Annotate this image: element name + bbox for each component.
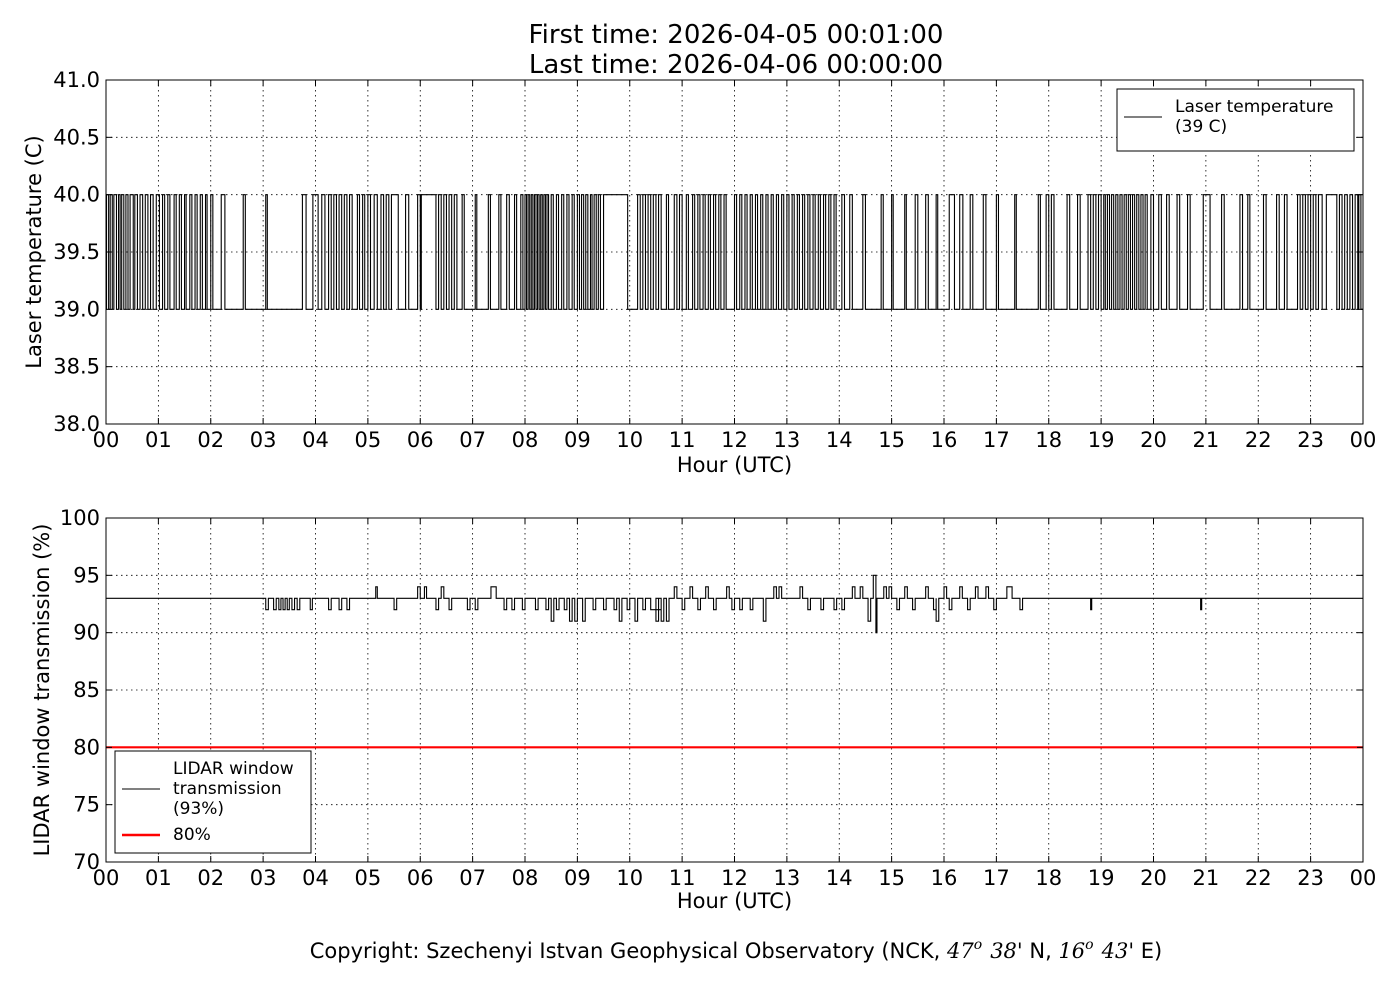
top-x-tick-label: 15 xyxy=(878,428,905,452)
top-y-tick-label: 40.5 xyxy=(53,125,100,149)
bottom-legend: LIDAR window transmission (93%) 80% xyxy=(114,750,312,854)
copyright-lon-deg: 16 xyxy=(1058,939,1085,963)
bottom-x-tick-label: 10 xyxy=(616,866,643,890)
lidar-transmission-chart: 00 01 02 03 04 05 06 07 08 09 10 11 12 13 14 15 16 17 18 19… xyxy=(30,506,1376,913)
bottom-y-tick-label: 80 xyxy=(73,735,100,759)
bottom-x-tick-label: 19 xyxy=(1088,866,1115,890)
copyright-lat-hemi: N, xyxy=(1023,939,1059,963)
copyright-lat-min: 38' xyxy=(990,939,1023,963)
top-x-tick-label: 23 xyxy=(1297,428,1324,452)
top-x-tick-label: 11 xyxy=(669,428,696,452)
top-legend-box xyxy=(1116,88,1355,152)
bottom-x-tick-label: 11 xyxy=(669,866,696,890)
top-x-tick-label: 20 xyxy=(1140,428,1167,452)
top-legend-label-0: Laser temperature (39 C) xyxy=(1175,97,1333,137)
top-x-axis-label: Hour (UTC) xyxy=(677,453,792,477)
top-y-tick-label: 38.5 xyxy=(53,355,100,379)
bottom-x-tick-label: 04 xyxy=(302,866,329,890)
top-x-tick-label: 08 xyxy=(512,428,539,452)
top-x-tick-label: 17 xyxy=(983,428,1010,452)
top-x-tick-label: 00 xyxy=(93,428,120,452)
bottom-x-tick-label: 01 xyxy=(145,866,172,890)
bottom-x-tick-label: 22 xyxy=(1245,866,1272,890)
bottom-x-tick-label: 18 xyxy=(1035,866,1062,890)
bottom-x-tick-label: 12 xyxy=(721,866,748,890)
bottom-x-tick-label: 05 xyxy=(355,866,382,890)
bottom-x-tick-label: 07 xyxy=(459,866,486,890)
top-y-tick-label: 39.5 xyxy=(53,240,100,264)
top-x-tick-label: 06 xyxy=(407,428,434,452)
top-legend: Laser temperature (39 C) xyxy=(1116,88,1355,152)
bottom-legend-label-1: 80% xyxy=(173,825,211,845)
bottom-x-tick-label: 14 xyxy=(826,866,853,890)
bottom-x-tick-label: 20 xyxy=(1140,866,1167,890)
bottom-x-tick-label: 23 xyxy=(1297,866,1324,890)
bottom-y-tick-label: 70 xyxy=(73,850,100,874)
top-x-tick-label: 22 xyxy=(1245,428,1272,452)
top-x-tick-label: 16 xyxy=(931,428,958,452)
top-x-tick-label: 07 xyxy=(459,428,486,452)
bottom-x-tick-label: 16 xyxy=(931,866,958,890)
top-x-tick-label: 02 xyxy=(197,428,224,452)
top-x-tick-label: 18 xyxy=(1035,428,1062,452)
bottom-x-tick-label: 17 xyxy=(983,866,1010,890)
bottom-x-tick-label: 00 xyxy=(1350,866,1377,890)
bottom-x-tick-label: 02 xyxy=(197,866,224,890)
copyright-lat-deg-sup: o xyxy=(974,937,982,953)
top-x-tick-label: 01 xyxy=(145,428,172,452)
copyright-lon-hemi: E) xyxy=(1134,939,1162,963)
figure-title-line1: First time: 2026-04-05 00:01:00 xyxy=(529,20,944,50)
bottom-y-tick-label: 100 xyxy=(60,506,100,530)
top-x-tick-label: 12 xyxy=(721,428,748,452)
bottom-y-tick-label: 95 xyxy=(73,563,100,587)
top-x-tick-label: 10 xyxy=(616,428,643,452)
bottom-x-tick-label: 09 xyxy=(564,866,591,890)
bottom-legend-label-0: LIDAR window transmission (93%) xyxy=(173,759,294,819)
copyright-lon-deg-sup: o xyxy=(1085,937,1093,953)
top-series-line-0 xyxy=(105,194,1363,310)
top-x-tick-label: 04 xyxy=(302,428,329,452)
bottom-x-tick-label: 06 xyxy=(407,866,434,890)
top-y-tick-label: 38.0 xyxy=(53,412,100,436)
figure-title-line2: Last time: 2026-04-06 00:00:00 xyxy=(529,50,943,80)
bottom-y-tick-label: 90 xyxy=(73,621,100,645)
bottom-y-tick-label: 85 xyxy=(73,678,100,702)
top-x-tick-label: 13 xyxy=(774,428,801,452)
top-x-tick-label: 14 xyxy=(826,428,853,452)
bottom-series-line-0 xyxy=(106,574,1363,634)
bottom-x-tick-label: 13 xyxy=(774,866,801,890)
bottom-x-tick-label: 03 xyxy=(250,866,277,890)
top-x-tick-label: 00 xyxy=(1350,428,1377,452)
copyright-text: Copyright: Szechenyi Istvan Geophysical … xyxy=(310,937,1163,963)
laser-temperature-chart: 00 01 02 03 04 05 06 07 08 09 10 11 12 13 14 15 16 17 18 19… xyxy=(22,68,1376,477)
bottom-x-tick-label: 00 xyxy=(93,866,120,890)
top-x-tick-label: 05 xyxy=(355,428,382,452)
top-x-tick-label: 03 xyxy=(250,428,277,452)
copyright-prefix: Copyright: Szechenyi Istvan Geophysical … xyxy=(310,939,947,963)
top-y-tick-label: 39.0 xyxy=(53,297,100,321)
copyright-lat-deg: 47 xyxy=(946,939,974,963)
copyright-lon-min: 43' xyxy=(1101,939,1135,963)
bottom-x-axis-label: Hour (UTC) xyxy=(677,889,792,913)
top-x-tick-label: 09 xyxy=(564,428,591,452)
bottom-x-tick-label: 21 xyxy=(1193,866,1220,890)
top-x-tick-label: 19 xyxy=(1088,428,1115,452)
top-y-tick-label: 41.0 xyxy=(53,68,100,92)
top-x-tick-label: 21 xyxy=(1193,428,1220,452)
top-y-tick-label: 40.0 xyxy=(53,183,100,207)
bottom-x-tick-label: 08 xyxy=(512,866,539,890)
bottom-y-tick-label: 75 xyxy=(73,793,100,817)
top-y-axis-label: Laser temperature (C) xyxy=(22,135,46,368)
bottom-y-axis-label: LIDAR window transmission (%) xyxy=(30,524,54,857)
bottom-x-tick-label: 15 xyxy=(878,866,905,890)
